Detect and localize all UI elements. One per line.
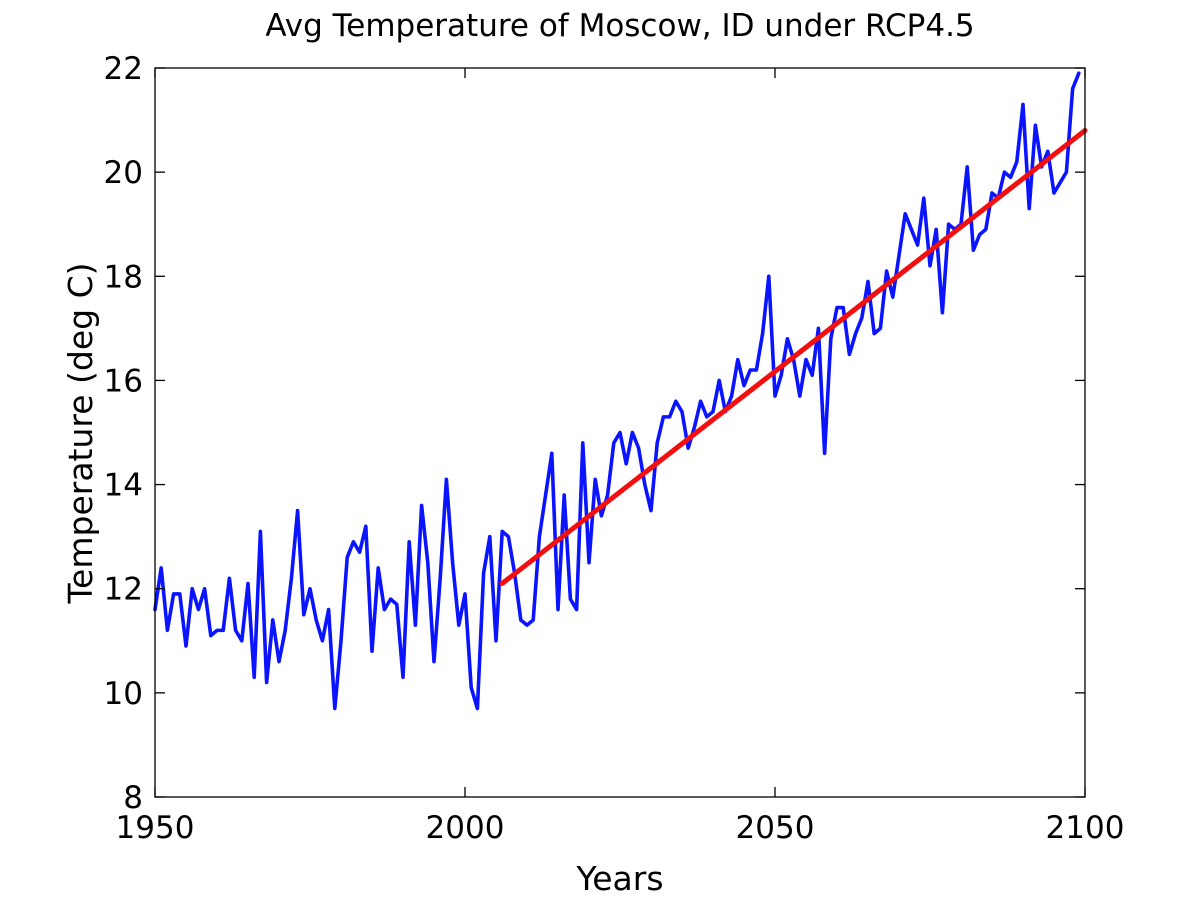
x-tick-label: 2000 <box>426 810 505 846</box>
y-tick-label: 12 <box>104 572 143 608</box>
y-tick-label: 22 <box>104 51 143 87</box>
y-tick-label: 10 <box>104 676 143 712</box>
x-tick-label: 1950 <box>116 810 195 846</box>
plot-area: 1950 2000 2050 2100 8 10 12 14 16 18 20 22 <box>104 51 1125 846</box>
y-axis-title: Temperature (deg C) <box>61 262 100 604</box>
y-tick-label: 14 <box>104 468 143 504</box>
series-line-0 <box>153 71 1081 711</box>
y-tick-label: 16 <box>104 363 143 399</box>
chart-title: Avg Temperature of Moscow, ID under RCP4… <box>265 8 974 44</box>
series-line-1 <box>499 127 1088 587</box>
y-tick-label: 20 <box>104 155 143 191</box>
y-tick-label: 18 <box>104 259 143 295</box>
x-tick-label: 2100 <box>1046 810 1125 846</box>
x-tick-label: 2050 <box>736 810 815 846</box>
plot-frame <box>154 67 1086 798</box>
x-axis-title: Years <box>575 859 663 898</box>
y-tick-label: 8 <box>123 780 143 816</box>
